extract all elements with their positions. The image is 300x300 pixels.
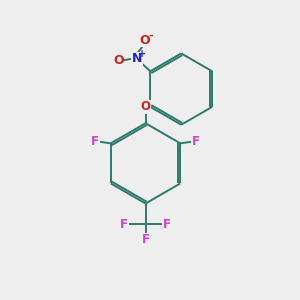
Text: F: F	[192, 135, 200, 148]
Text: +: +	[138, 49, 146, 59]
Text: N: N	[132, 52, 142, 65]
Text: -: -	[148, 31, 153, 41]
Text: O: O	[140, 100, 151, 113]
Text: F: F	[120, 218, 128, 231]
Text: F: F	[163, 218, 171, 231]
Text: O: O	[113, 54, 124, 67]
Text: O: O	[139, 34, 150, 47]
Text: F: F	[142, 233, 149, 246]
Text: F: F	[91, 135, 99, 148]
